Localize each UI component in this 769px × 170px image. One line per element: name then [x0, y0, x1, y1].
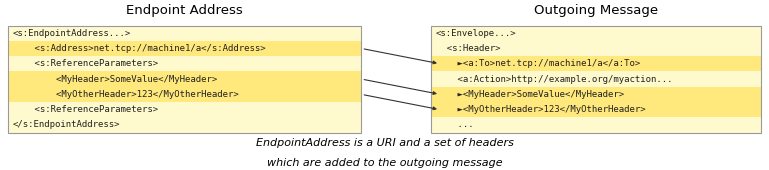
Text: ►<MyHeader>SomeValue</MyHeader>: ►<MyHeader>SomeValue</MyHeader> [436, 90, 624, 99]
Text: <MyOtherHeader>123</MyOtherHeader>: <MyOtherHeader>123</MyOtherHeader> [13, 90, 239, 99]
Text: <s:ReferenceParameters>: <s:ReferenceParameters> [13, 59, 158, 68]
Text: ...: ... [436, 121, 474, 129]
Bar [431, 26, 761, 41]
Bar [431, 117, 761, 133]
Text: </s:EndpointAddress>: </s:EndpointAddress> [13, 121, 121, 129]
Bar [8, 56, 361, 71]
Text: ►<a:To>net.tcp://machine1/a</a:To>: ►<a:To>net.tcp://machine1/a</a:To> [436, 59, 641, 68]
Bar [8, 26, 361, 41]
Text: which are added to the outgoing message: which are added to the outgoing message [267, 158, 502, 168]
Bar [431, 102, 761, 117]
Bar [8, 87, 361, 102]
Bar [8, 71, 361, 87]
Text: Outgoing Message: Outgoing Message [534, 4, 658, 17]
Text: <s:ReferenceParameters>: <s:ReferenceParameters> [13, 105, 158, 114]
Bar [431, 71, 761, 87]
Text: <s:EndpointAddress...>: <s:EndpointAddress...> [13, 29, 131, 38]
Bar [8, 26, 361, 133]
Bar [8, 102, 361, 117]
Bar [431, 56, 761, 71]
Text: <s:Header>: <s:Header> [436, 44, 501, 53]
Text: EndpointAddress is a URI and a set of headers: EndpointAddress is a URI and a set of he… [255, 138, 514, 148]
Text: <s:Address>net.tcp://machine1/a</s:Address>: <s:Address>net.tcp://machine1/a</s:Addre… [13, 44, 266, 53]
Text: <s:Envelope...>: <s:Envelope...> [436, 29, 517, 38]
Text: <a:Action>http://example.org/myaction...: <a:Action>http://example.org/myaction... [436, 75, 673, 83]
Text: <MyHeader>SomeValue</MyHeader>: <MyHeader>SomeValue</MyHeader> [13, 75, 218, 83]
Bar [8, 117, 361, 133]
Text: ►<MyOtherHeader>123</MyOtherHeader>: ►<MyOtherHeader>123</MyOtherHeader> [436, 105, 646, 114]
Bar [431, 87, 761, 102]
Bar [431, 41, 761, 56]
Text: Endpoint Address: Endpoint Address [126, 4, 243, 17]
Bar [431, 26, 761, 133]
Bar [8, 41, 361, 56]
